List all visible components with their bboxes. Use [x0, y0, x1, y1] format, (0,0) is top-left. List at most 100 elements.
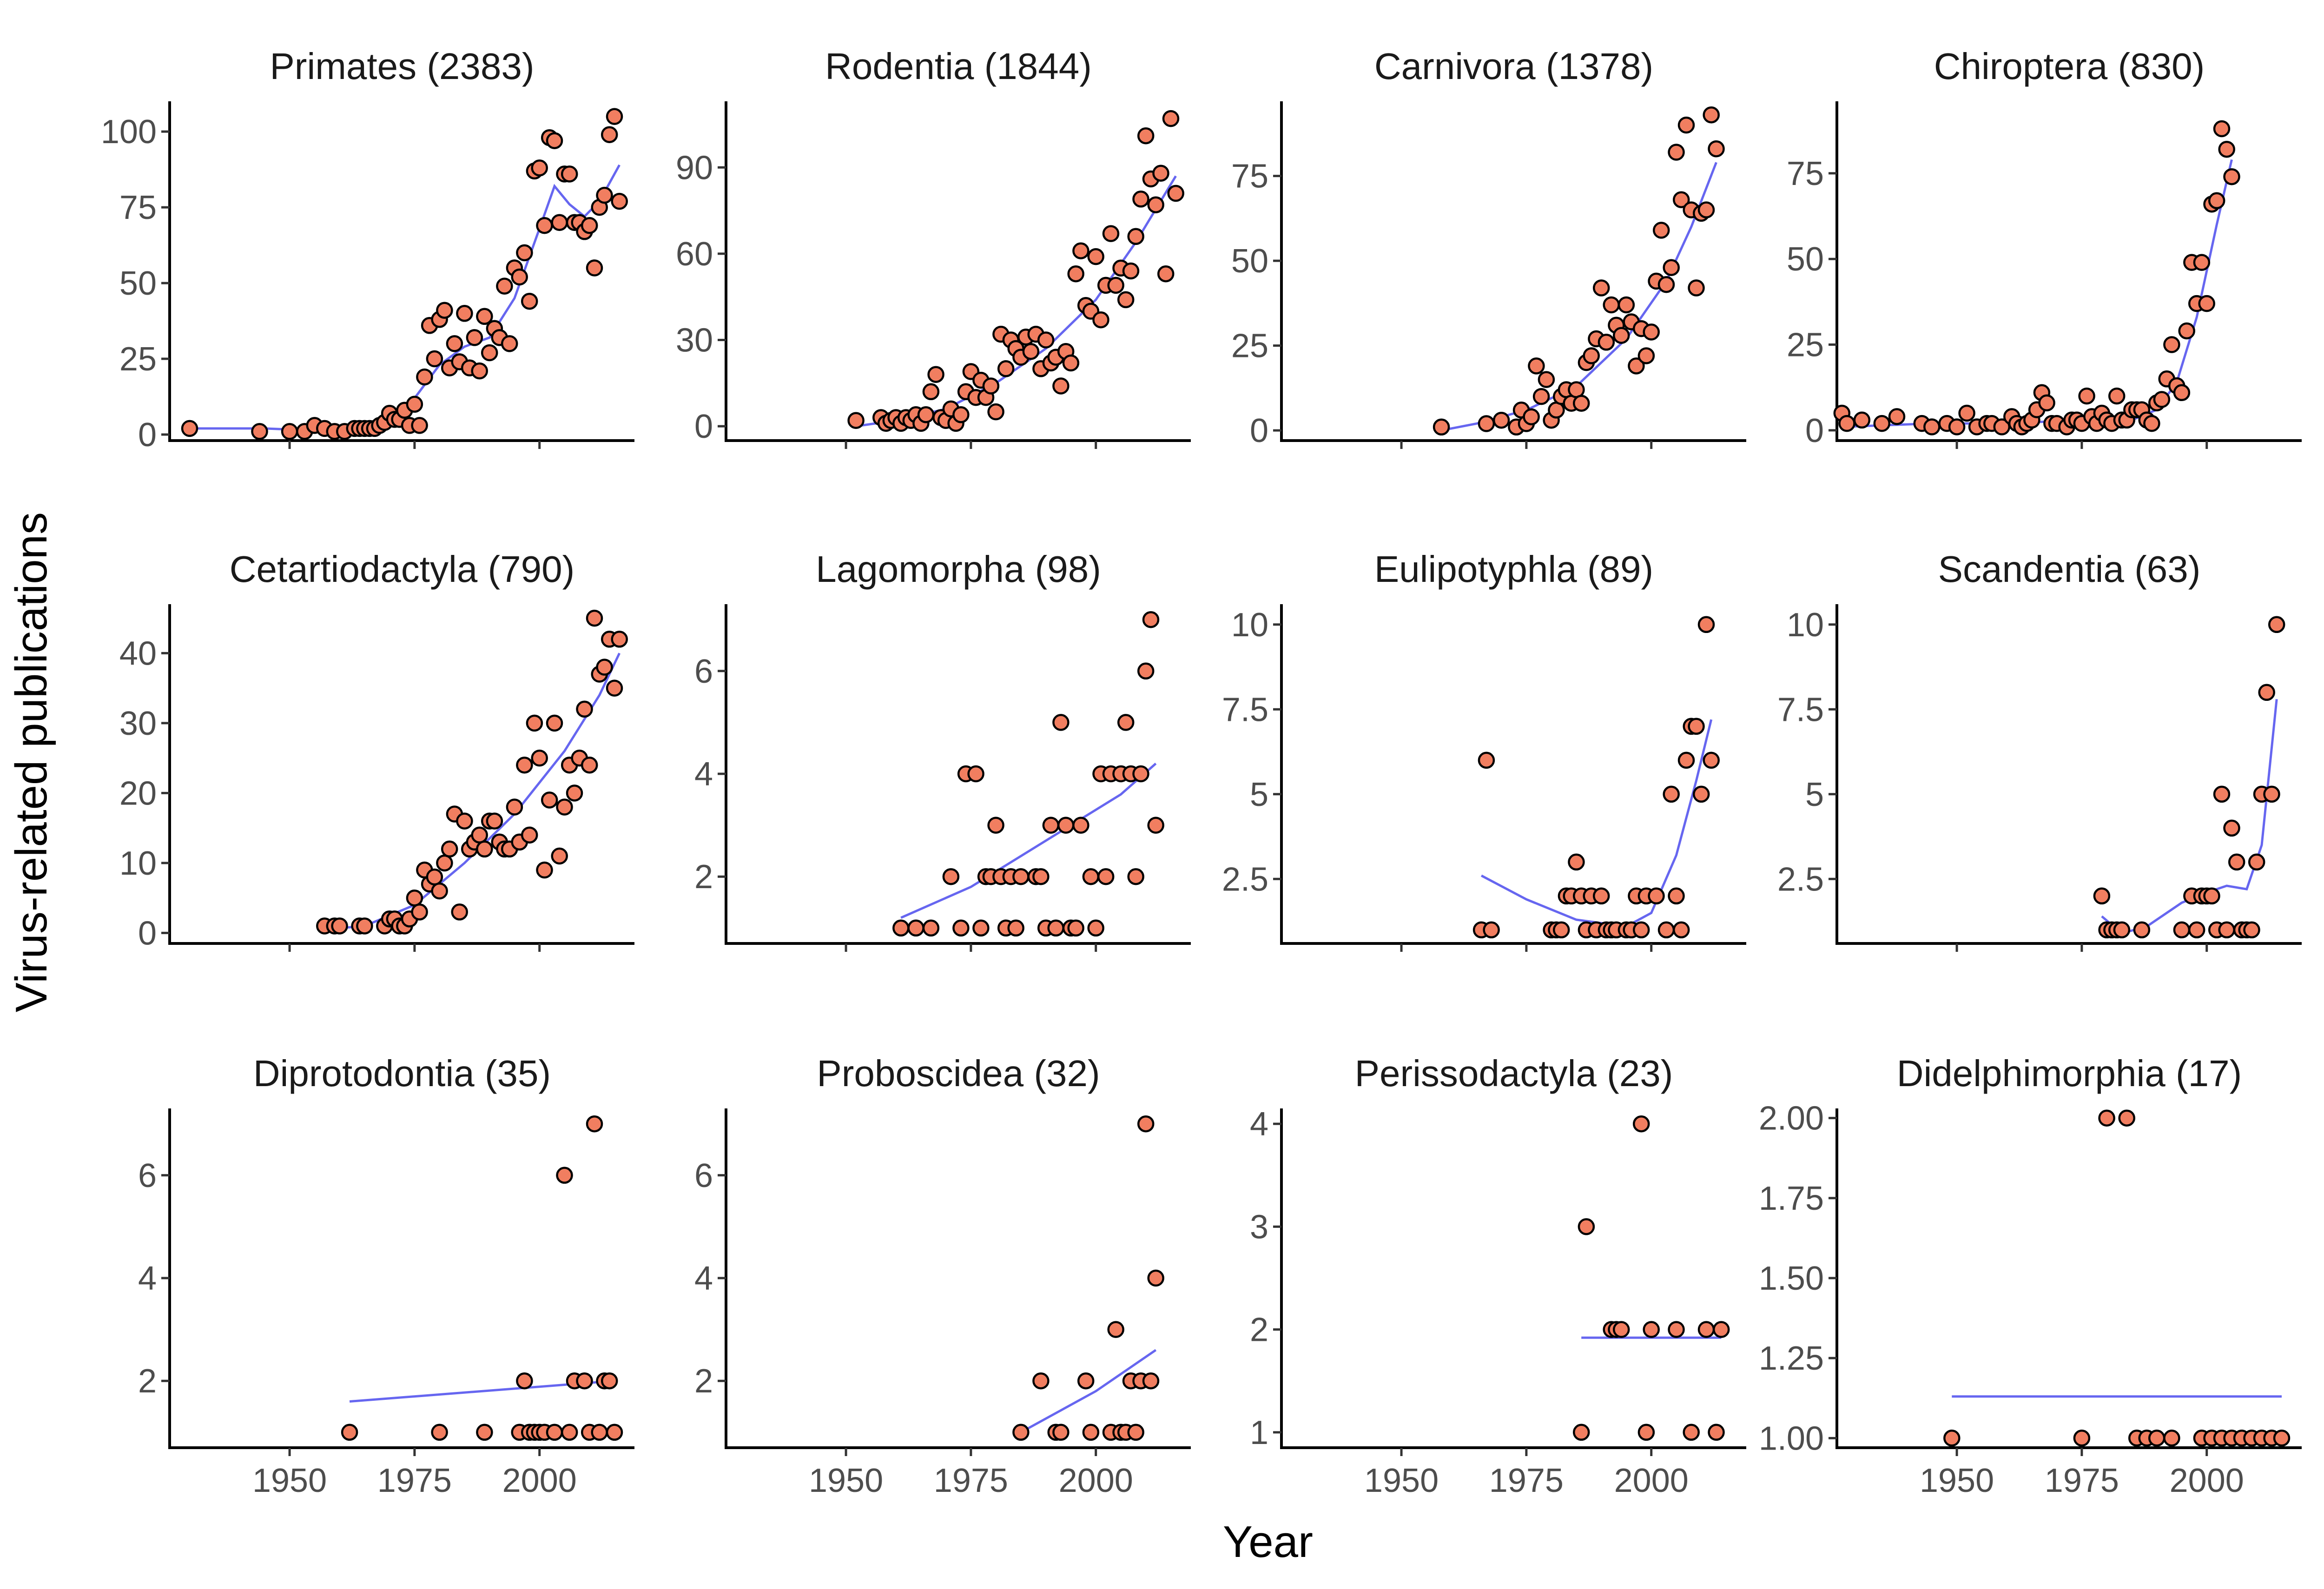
data-point: [1052, 1424, 1070, 1441]
data-point: [1572, 1424, 1590, 1441]
y-tick-label: 7.5: [1222, 691, 1268, 728]
trend-line: [324, 653, 621, 931]
y-tick-label: 4: [1250, 1106, 1268, 1143]
data-point: [1032, 1372, 1050, 1390]
y-tick-label: 4: [138, 1260, 157, 1297]
y-tick-label: 0: [1250, 412, 1268, 449]
data-point: [1152, 165, 1169, 182]
data-point: [892, 919, 910, 937]
panel-diprotodontia: Diprotodontia (35) 2 4 6 1950 1975 2000: [138, 1053, 634, 1499]
data-point: [576, 1372, 593, 1390]
data-point: [251, 423, 268, 440]
data-point: [2248, 853, 2265, 871]
data-point: [1147, 196, 1164, 213]
y-tick-label: 6: [694, 1157, 713, 1194]
data-point: [1692, 785, 1710, 803]
data-point: [1592, 887, 1610, 905]
panel-title: Chiroptera (830): [1934, 46, 2205, 87]
data-point: [596, 659, 613, 676]
data-point: [1712, 1321, 1730, 1338]
panel-primates: Primates (2383) 0 25 50 75 100: [101, 46, 634, 454]
y-tick-label: 25: [119, 341, 157, 378]
y-tick-label: 30: [676, 322, 713, 359]
panel-title: Perissodactyla (23): [1355, 1053, 1673, 1094]
data-point: [456, 305, 473, 322]
data-point: [1538, 371, 1555, 388]
data-point: [1672, 921, 1690, 939]
data-point: [2148, 1430, 2166, 1447]
data-point: [1552, 921, 1570, 939]
data-point: [2223, 819, 2240, 837]
data-point: [952, 919, 970, 937]
data-point: [1677, 116, 1695, 134]
data-point: [987, 403, 1004, 421]
data-point: [611, 192, 628, 210]
y-tick-label: 1.75: [1759, 1180, 1824, 1217]
data-point: [1523, 408, 1540, 426]
data-point: [1478, 415, 1495, 432]
x-axis-title: Year: [1223, 1517, 1313, 1567]
panel-chiroptera: Chiroptera (830) 0 25 50 75: [1787, 46, 2302, 449]
x-tick-label: 1950: [809, 1462, 883, 1499]
data-point: [967, 765, 984, 783]
x-tick-label: 1975: [934, 1462, 1008, 1499]
data-point: [556, 1167, 573, 1184]
data-point: [181, 420, 198, 437]
data-point: [426, 868, 443, 886]
data-point: [1102, 225, 1120, 242]
y-tick-label: 5: [1250, 776, 1268, 813]
y-tick-label: 30: [119, 705, 157, 742]
data-point: [1042, 817, 1060, 834]
data-point: [1703, 752, 1720, 769]
data-point: [2173, 921, 2191, 939]
data-point: [451, 903, 468, 921]
y-tick-label: 50: [119, 265, 157, 302]
y-tick-label: 90: [676, 149, 713, 186]
y-tick-label: 75: [119, 189, 157, 226]
data-point: [586, 609, 603, 627]
y-tick-label: 2: [694, 858, 713, 896]
panel-proboscidea: Proboscidea (32) 2 4 6 1950 1975 2000: [694, 1053, 1191, 1499]
panel-cetartiodactyla: Cetartiodactyla (790) 0 10 20 30 40: [119, 548, 634, 952]
y-axis-title: Virus-related publications: [7, 512, 56, 1012]
x-tick-label: 2000: [2170, 1462, 2244, 1499]
y-tick-label: 2: [138, 1363, 157, 1400]
data-point: [1067, 265, 1084, 283]
data-point: [1032, 868, 1050, 885]
data-point: [987, 817, 1004, 834]
data-point: [1603, 296, 1620, 314]
data-point: [1648, 887, 1665, 905]
y-tick-label: 1: [1250, 1414, 1268, 1451]
data-point: [551, 214, 568, 231]
data-point: [606, 108, 623, 125]
data-point: [1082, 868, 1100, 885]
data-point: [356, 917, 373, 935]
data-point: [942, 868, 960, 885]
y-tick-label: 6: [694, 653, 713, 690]
data-point: [521, 292, 538, 310]
data-point: [1528, 357, 1545, 375]
data-point: [581, 756, 598, 774]
y-tick-label: 2.00: [1759, 1100, 1824, 1137]
data-point: [1688, 718, 1705, 735]
y-tick-label: 1.00: [1759, 1420, 1824, 1457]
data-point: [1077, 1372, 1095, 1390]
data-point: [1127, 1424, 1144, 1441]
data-point: [1117, 291, 1135, 309]
data-point: [561, 1424, 578, 1441]
data-point: [972, 919, 990, 937]
data-point: [2153, 391, 2171, 408]
data-point: [2163, 1430, 2180, 1447]
data-point: [526, 714, 543, 732]
data-point: [446, 335, 463, 352]
data-point: [1643, 1321, 1660, 1338]
trend-line: [900, 763, 1157, 919]
data-point: [546, 1424, 563, 1441]
data-point: [611, 631, 628, 648]
data-point: [1853, 411, 1871, 429]
data-point: [551, 847, 568, 865]
data-point: [2118, 1109, 2135, 1127]
data-point: [1092, 311, 1109, 329]
data-point: [1697, 616, 1715, 633]
data-point: [536, 217, 553, 234]
